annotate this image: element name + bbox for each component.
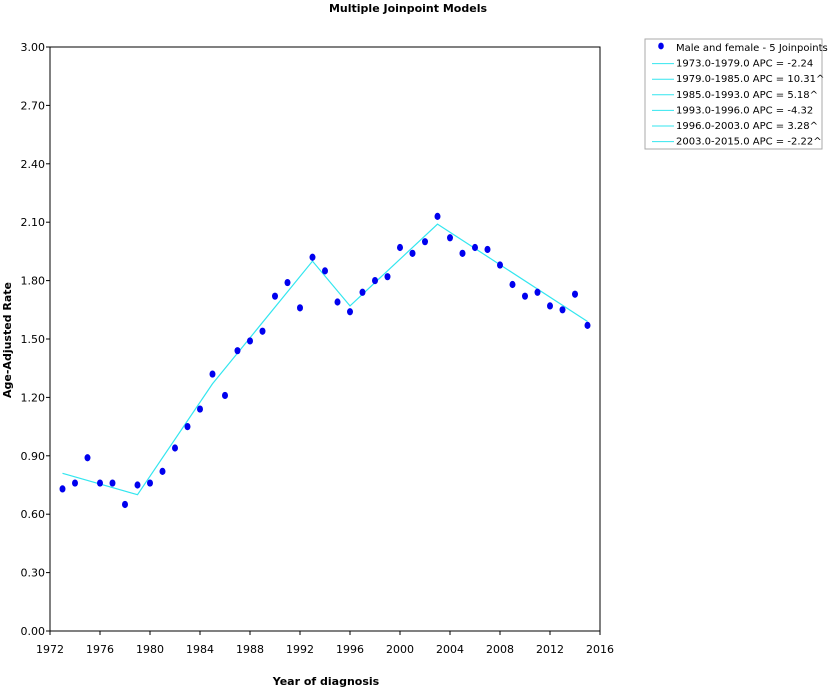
data-point <box>197 405 203 413</box>
x-tick-label: 1972 <box>36 643 64 656</box>
y-tick-label: 2.10 <box>21 216 46 229</box>
y-tick-label: 1.50 <box>21 333 46 346</box>
data-point <box>422 238 428 246</box>
data-point <box>547 302 553 310</box>
data-point <box>259 327 266 335</box>
data-point <box>359 288 366 296</box>
data-point <box>234 347 241 355</box>
data-point <box>572 290 578 298</box>
data-point <box>134 481 141 489</box>
y-tick-label: 0.90 <box>21 450 46 463</box>
x-tick-label: 2008 <box>486 643 514 656</box>
data-point <box>372 277 378 285</box>
data-point <box>59 485 66 493</box>
data-point <box>222 391 228 400</box>
data-point <box>584 321 591 329</box>
x-tick-label: 1992 <box>286 643 314 656</box>
legend-entry: 2003.0-2015.0 APC = -2.22^ <box>676 137 822 148</box>
legend-entry: 1993.0-1996.0 APC = -4.32 <box>676 105 813 116</box>
data-point <box>172 444 178 452</box>
data-point <box>84 454 91 462</box>
x-tick-label: 1988 <box>236 643 264 656</box>
x-tick-label: 1976 <box>86 643 114 656</box>
data-point <box>447 234 453 242</box>
data-point <box>347 308 353 316</box>
y-tick-label: 2.70 <box>21 99 46 112</box>
x-tick-label: 2004 <box>436 643 464 656</box>
y-tick-label: 2.40 <box>21 158 46 171</box>
data-point <box>384 273 391 281</box>
y-axis-title: Age-Adjusted Rate <box>1 282 14 398</box>
legend: Male and female - 5 Joinpoints 1973.0-197… <box>644 38 828 150</box>
data-point <box>184 423 191 431</box>
y-tick-label: 0.30 <box>21 567 46 580</box>
y-tick-label: 3.00 <box>21 41 46 54</box>
data-point <box>522 292 528 300</box>
plot-area <box>49 46 601 632</box>
data-point <box>97 479 103 487</box>
fitted-joinpoint-line <box>62 223 588 496</box>
legend-entry: 1973.0-1979.0 APC = -2.24 <box>676 59 813 70</box>
data-point <box>322 267 328 275</box>
data-point <box>72 479 78 487</box>
data-point <box>109 479 116 487</box>
x-tick-label: 1984 <box>186 643 214 656</box>
data-point <box>147 479 153 487</box>
data-point <box>297 304 303 312</box>
data-point <box>247 337 253 345</box>
x-axis-title: Year of diagnosis <box>272 675 380 688</box>
y-tick-label: 1.80 <box>21 275 46 288</box>
y-tick-label: 0.00 <box>21 625 46 638</box>
data-point <box>284 278 291 287</box>
legend-entry: Male and female - 5 Joinpoints <box>676 43 828 54</box>
data-point <box>209 370 216 378</box>
data-point <box>459 249 466 257</box>
data-point <box>397 243 403 252</box>
data-point <box>122 500 128 509</box>
data-point <box>272 292 278 300</box>
observed-points <box>59 212 591 509</box>
y-axis: 0.00 0.30 0.60 0.90 1.20 1.50 1.80 2.10 2.40 2.70… <box>21 41 50 638</box>
data-point <box>409 249 416 257</box>
x-tick-label: 2016 <box>586 643 614 656</box>
data-point <box>497 261 503 269</box>
y-tick-label: 0.60 <box>21 508 46 521</box>
y-tick-label: 1.20 <box>21 391 46 404</box>
legend-marker-points <box>658 42 664 50</box>
data-point <box>334 298 341 306</box>
data-point <box>434 212 441 220</box>
data-point <box>159 467 166 475</box>
legend-entry: 1985.0-1993.0 APC = 5.18^ <box>676 90 818 101</box>
chart-title: Multiple Joinpoint Models <box>329 2 487 15</box>
data-point <box>472 243 478 252</box>
data-point <box>534 288 541 296</box>
data-point <box>509 280 516 289</box>
x-tick-label: 1996 <box>336 643 364 656</box>
x-axis: 1972 1976 1980 1984 1988 1992 1996 2000 2004 2008… <box>36 631 614 656</box>
legend-entry: 1979.0-1985.0 APC = 10.31^ <box>676 74 824 85</box>
data-point <box>559 306 566 314</box>
x-tick-label: 1980 <box>136 643 164 656</box>
data-point <box>484 245 491 254</box>
data-point <box>309 253 316 261</box>
x-tick-label: 2000 <box>386 643 414 656</box>
legend-entry: 1996.0-2003.0 APC = 3.28^ <box>676 121 818 132</box>
x-tick-label: 2012 <box>536 643 564 656</box>
legend-box <box>644 38 823 150</box>
